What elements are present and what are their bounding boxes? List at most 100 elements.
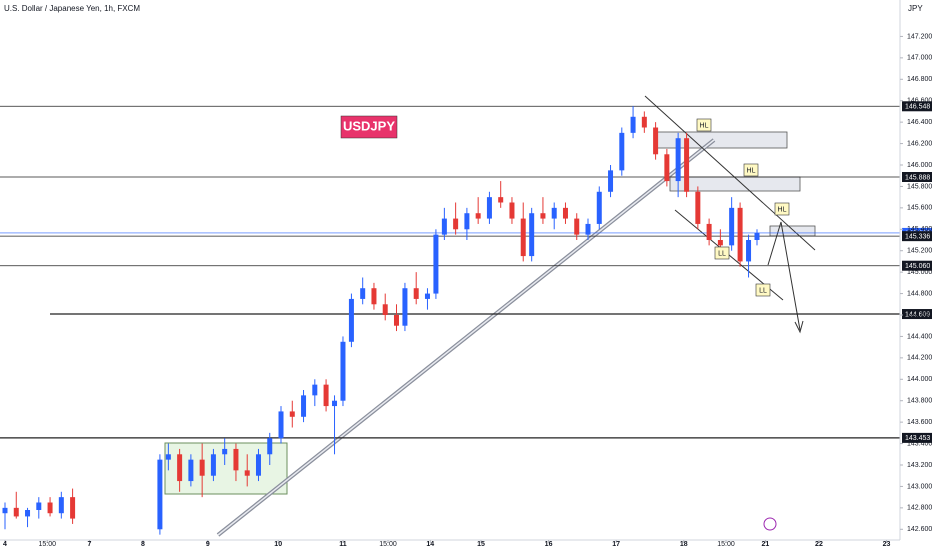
x-tick-label: 15:00 xyxy=(38,541,56,548)
y-tick-label: 144.400 xyxy=(907,333,932,340)
y-tick-label: 143.400 xyxy=(907,440,932,447)
arrow-head xyxy=(794,320,804,334)
candle-body xyxy=(332,400,338,407)
level-label: 145.888 xyxy=(905,174,930,181)
candle-body xyxy=(348,298,354,342)
candle-body xyxy=(255,454,261,476)
candle-body xyxy=(188,459,194,482)
ll-label: LL xyxy=(714,246,730,260)
candle-body xyxy=(267,438,273,455)
candle-body xyxy=(165,454,171,460)
hl-label: HL xyxy=(774,202,790,216)
candle-body xyxy=(177,454,183,482)
y-tick-label: 144.800 xyxy=(907,290,932,297)
label-box xyxy=(774,202,790,216)
symbol-badge xyxy=(340,115,398,139)
level-label: 145.060 xyxy=(905,263,930,270)
label-box xyxy=(743,163,759,177)
chart-title: U.S. Dollar / Japanese Yen, 1h, FXCM xyxy=(4,4,140,13)
y-tick-label: 146.000 xyxy=(907,162,932,169)
candle-body xyxy=(464,213,470,230)
level-tag xyxy=(902,231,932,242)
candle-body xyxy=(475,213,481,219)
y-tick-label: 143.800 xyxy=(907,398,932,405)
candle-body xyxy=(301,395,307,417)
candle-body xyxy=(737,207,743,262)
y-tick-label: 145.600 xyxy=(907,205,932,212)
y-tick-label: 144.200 xyxy=(907,355,932,362)
candle-body xyxy=(664,154,670,182)
hl-text: HL xyxy=(747,167,756,174)
level-label: 145.336 xyxy=(905,233,930,240)
y-tick-label: 144.000 xyxy=(907,376,932,383)
event-icon[interactable] xyxy=(763,517,777,531)
y-tick-label: 147.000 xyxy=(907,55,932,62)
candle-body xyxy=(619,132,625,171)
candle-body xyxy=(157,459,163,530)
candle-body xyxy=(675,138,681,182)
ll-text: LL xyxy=(759,287,767,294)
label-box xyxy=(696,118,712,132)
x-tick-label: 15 xyxy=(477,541,485,548)
x-tick-label: 10 xyxy=(274,541,282,548)
y-tick-label: 145.200 xyxy=(907,248,932,255)
candle-body xyxy=(706,223,712,240)
candle-body xyxy=(58,497,64,514)
candle-body xyxy=(210,454,216,476)
y-tick-label: 142.600 xyxy=(907,526,932,533)
ll-label: LL xyxy=(755,283,771,297)
candle-body xyxy=(695,191,701,224)
y-tick-label: 145.800 xyxy=(907,183,932,190)
x-tick-label: 15:00 xyxy=(379,541,397,548)
label-box xyxy=(714,246,730,260)
candle-body xyxy=(13,507,19,517)
candle-body xyxy=(754,232,760,240)
y-tick-label: 147.200 xyxy=(907,33,932,40)
candle-body xyxy=(25,510,31,517)
candle-body xyxy=(486,197,492,219)
candle-body xyxy=(453,218,459,230)
candle-body xyxy=(529,213,535,257)
candle-body xyxy=(441,218,447,235)
candle-body xyxy=(244,470,250,476)
x-tick-label: 21 xyxy=(762,541,770,548)
candle-body xyxy=(36,502,42,510)
x-tick-label: 23 xyxy=(883,541,891,548)
candle-body xyxy=(402,288,408,326)
projection-arrow xyxy=(767,221,801,331)
y-tick-label: 144.600 xyxy=(907,312,932,319)
candle-body xyxy=(585,223,591,235)
level-label: 146.548 xyxy=(905,104,930,111)
level-tag xyxy=(902,101,932,112)
candle-body xyxy=(413,288,419,299)
candle-body xyxy=(199,459,205,476)
trendline xyxy=(217,139,715,536)
candle-body xyxy=(520,218,526,257)
y-tick-label: 146.200 xyxy=(907,140,932,147)
x-tick-label: 16 xyxy=(545,541,553,548)
y-tick-label: 146.400 xyxy=(907,119,932,126)
hl-label: HL xyxy=(743,163,759,177)
x-tick-label: 9 xyxy=(206,541,210,548)
candle-body xyxy=(424,293,430,299)
y-tick-label: 142.800 xyxy=(907,505,932,512)
zone-box xyxy=(669,176,801,192)
candle-body xyxy=(562,207,568,219)
hl-text: HL xyxy=(778,206,787,213)
candle-body xyxy=(47,502,53,514)
candle-body xyxy=(323,384,329,407)
y-tick-label: 143.200 xyxy=(907,462,932,469)
candle-body xyxy=(746,240,752,262)
level-tag xyxy=(902,260,932,271)
candle-body xyxy=(222,448,228,455)
level-tag xyxy=(902,309,932,320)
candle-body xyxy=(340,341,346,401)
currency: JPY xyxy=(908,4,923,13)
x-tick-label: 8 xyxy=(141,541,145,548)
candle-body xyxy=(70,497,76,519)
channel-line xyxy=(644,95,816,251)
candle-body xyxy=(596,191,602,224)
candle-body xyxy=(360,288,366,299)
